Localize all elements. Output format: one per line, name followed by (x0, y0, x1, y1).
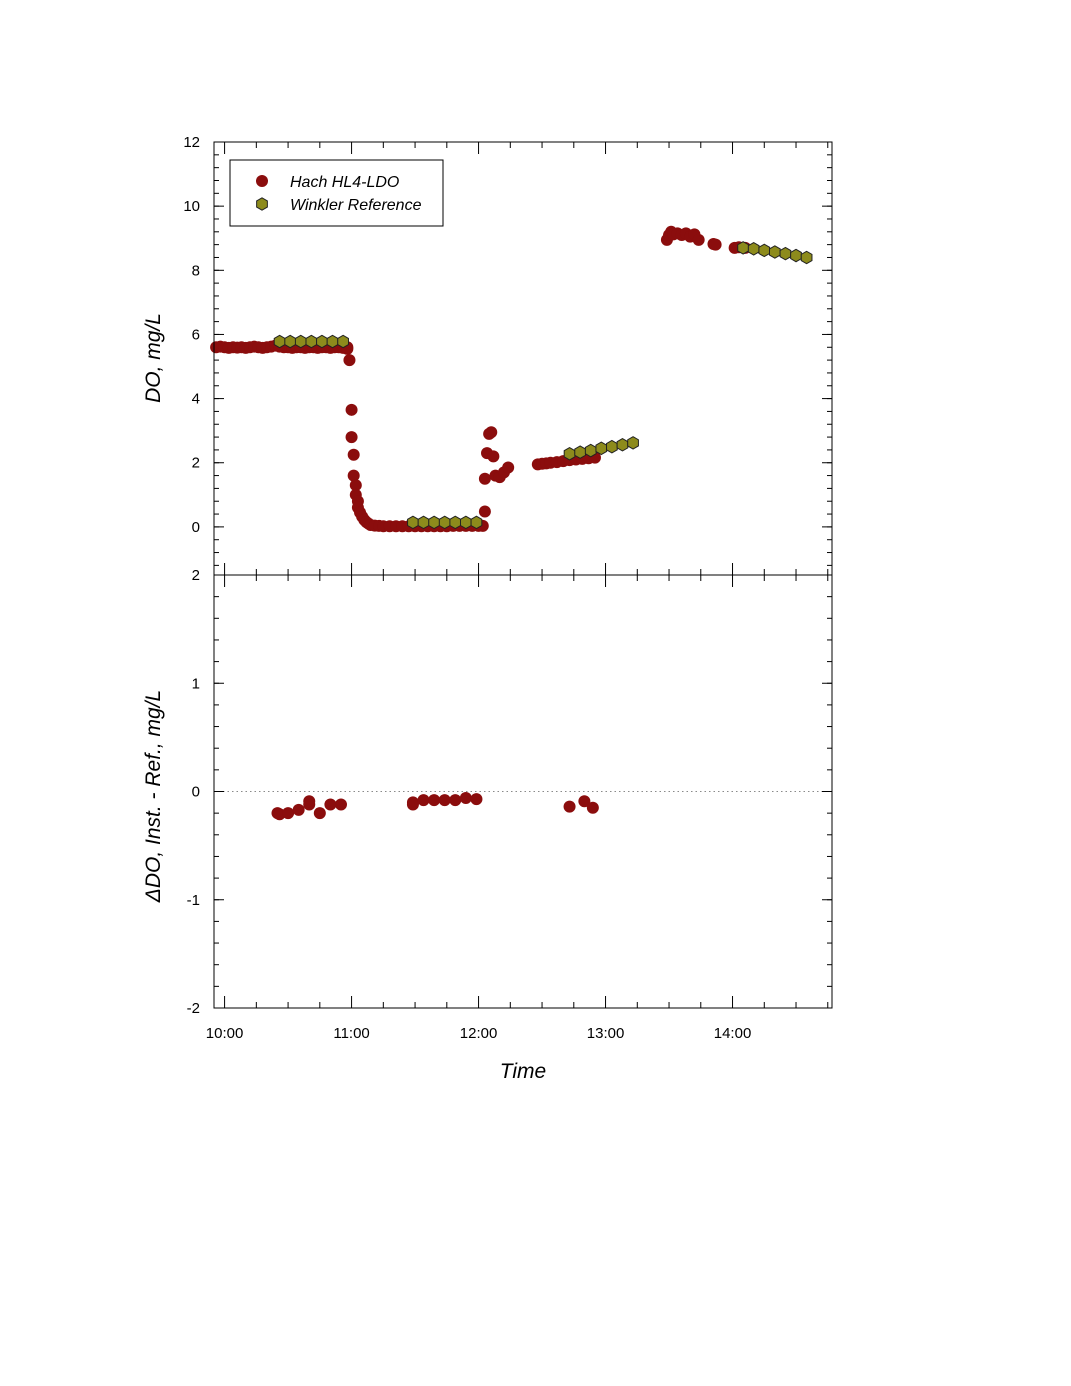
hach-point (478, 505, 491, 518)
y-tick-label: 0 (192, 784, 200, 801)
hach-point (324, 798, 337, 811)
hach-point (292, 803, 305, 816)
winkler-point (790, 248, 802, 263)
winkler-point (768, 245, 781, 259)
winkler-point (747, 242, 760, 256)
hach-point (487, 450, 500, 463)
hach-point (343, 354, 356, 367)
winkler-point (563, 446, 576, 461)
hach-point (459, 791, 472, 804)
winkler-point (407, 515, 419, 530)
legend-box (229, 159, 444, 227)
hach-point (334, 798, 347, 811)
legend-label-hach: Hach HL4-LDO (290, 174, 399, 191)
winkler-point (273, 334, 286, 349)
y-tick-label: 2 (192, 567, 200, 584)
bottom-plot-frame (213, 574, 833, 1009)
winkler-point (800, 250, 813, 265)
hach-point (485, 426, 498, 439)
top-data-points (210, 225, 813, 533)
hach-point (345, 403, 358, 416)
top-y-axis-title: DO, mg/L (142, 313, 165, 403)
y-tick-label: -2 (187, 1000, 200, 1017)
hach-point (470, 793, 483, 806)
winkler-point (627, 436, 639, 450)
winkler-point (758, 243, 771, 258)
y-tick-label: 12 (183, 134, 200, 151)
winkler-point (337, 334, 349, 349)
y-tick-label: -1 (187, 892, 200, 909)
hach-point (313, 807, 326, 820)
bottom-data-points (271, 791, 599, 821)
winkler-point (316, 334, 328, 349)
legend-marker-circle (256, 175, 268, 187)
y-tick-label: 6 (192, 326, 200, 343)
bottom-panel: -2 -1 0 1 2 10:00 11:00 12:00 13:00 14:00 ΔDO, In… (142, 567, 833, 1083)
hach-point (347, 448, 360, 461)
legend-marker-hach (256, 175, 268, 187)
x-axis-title: Time (500, 1060, 546, 1083)
hach-point (417, 794, 430, 807)
hach-point (709, 238, 722, 251)
hach-point (563, 800, 576, 813)
bottom-axis-ticks: -2 -1 0 1 2 10:00 11:00 12:00 13:00 14:00 (187, 567, 832, 1042)
winkler-point (595, 441, 608, 456)
x-tick-label: 11:00 (333, 1025, 369, 1042)
winkler-point (737, 241, 749, 255)
winkler-point (574, 445, 587, 459)
winkler-point (438, 515, 451, 530)
winkler-point (779, 246, 792, 261)
y-tick-label: 4 (192, 391, 200, 408)
legend-marker-hexagon (256, 197, 268, 211)
y-tick-label: 10 (183, 198, 200, 215)
x-tick-label: 10:00 (206, 1025, 244, 1042)
winkler-point (606, 439, 618, 454)
hach-point (345, 431, 358, 444)
winkler-point (284, 334, 297, 349)
hach-point (282, 807, 295, 820)
hach-point (347, 469, 360, 482)
hach-point (449, 794, 462, 807)
y-tick-label: 8 (192, 262, 200, 279)
hach-point (578, 795, 591, 808)
y-tick-label: 0 (192, 519, 200, 536)
winkler-point (305, 334, 318, 349)
x-tick-label: 13:00 (587, 1025, 625, 1042)
winkler-point (326, 334, 339, 349)
legend: Hach HL4-LDO Winkler Reference (229, 159, 444, 227)
hach-point (349, 479, 362, 492)
hach-point (438, 794, 451, 807)
legend-marker-winkler (256, 197, 268, 211)
hach-point (406, 798, 419, 811)
winkler-point (459, 515, 472, 530)
winkler-point (417, 515, 430, 530)
winkler-point (584, 443, 597, 458)
hach-point (428, 794, 441, 807)
x-tick-label: 12:00 (460, 1025, 498, 1042)
hach-point (586, 801, 599, 814)
winkler-point (428, 515, 440, 530)
hach-point (692, 233, 705, 246)
legend-label-winkler: Winkler Reference (290, 197, 422, 214)
winkler-point (294, 334, 307, 349)
hach-point (478, 472, 491, 485)
winkler-point (616, 438, 629, 452)
hach-point (502, 461, 515, 474)
bottom-y-axis-title: ΔDO, Inst. - Ref., mg/L (142, 690, 165, 903)
hach-point (303, 795, 316, 808)
y-tick-label: 2 (192, 455, 200, 472)
top-axis-ticks: 0 2 4 6 8 10 12 (183, 134, 832, 575)
winkler-point (470, 515, 483, 530)
top-panel: 0 2 4 6 8 10 12 DO, mg/L Hach HL4-LDO Winkler … (142, 134, 833, 576)
winkler-point (449, 515, 462, 530)
y-tick-label: 1 (192, 675, 200, 692)
x-tick-label: 14:00 (714, 1025, 752, 1042)
